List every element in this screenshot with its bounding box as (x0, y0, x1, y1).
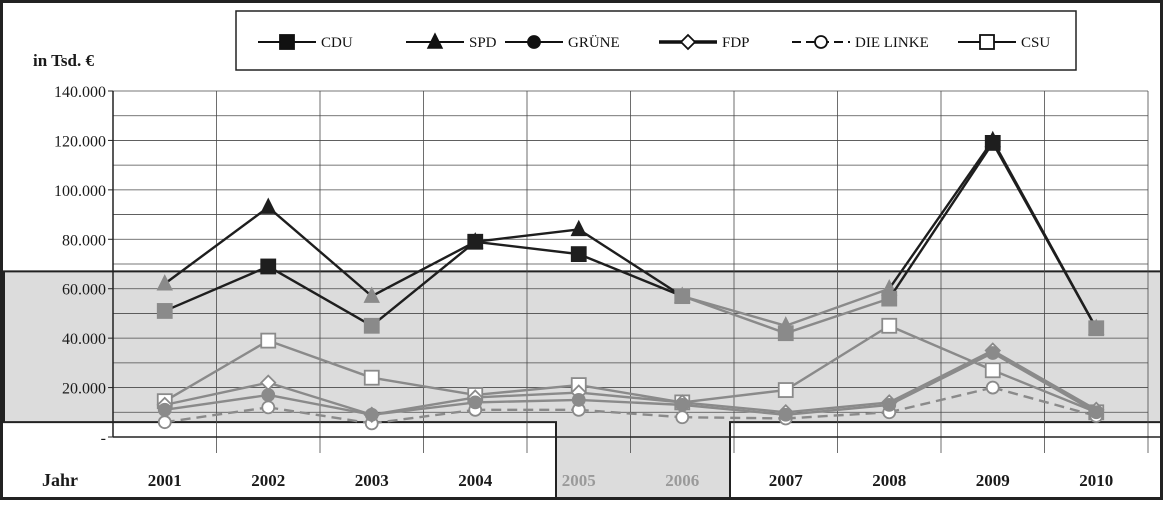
series-gr-ne-point (159, 404, 171, 416)
x-tick-label: 2002 (251, 471, 285, 490)
series-die-linke-point (159, 416, 171, 428)
legend-csu-marker (980, 35, 994, 49)
series-gr-ne-point (676, 399, 688, 411)
y-tick-label: 80.000 (62, 232, 106, 249)
legend: CDU SPD GRÜNE FDP DIE LINKE CSU (236, 11, 1076, 70)
x-tick-label: 2003 (355, 471, 389, 490)
series-gr-ne-point (573, 394, 585, 406)
legend-die-linke-label: DIE LINKE (855, 35, 929, 51)
x-tick-label: 2006 (665, 471, 699, 490)
y-axis-label: in Tsd. € (33, 51, 94, 70)
x-tick-label: 2009 (976, 471, 1010, 490)
legend-gr-ne-label: GRÜNE (568, 34, 620, 51)
y-tick-label: 20.000 (62, 381, 106, 398)
series-cdu-point (468, 235, 482, 249)
series-csu-point (882, 319, 896, 333)
series-die-linke-point (987, 382, 999, 394)
series-cdu-point (261, 259, 275, 273)
series-gr-ne-point (366, 409, 378, 421)
series-gr-ne-point (883, 399, 895, 411)
series-cdu-point (779, 326, 793, 340)
series-cdu-point (1089, 321, 1103, 335)
x-tick-label: 2001 (148, 471, 182, 490)
series-spd-point (261, 199, 275, 213)
series-cdu-point (158, 304, 172, 318)
series-cdu-point (675, 289, 689, 303)
series-gr-ne-point (1090, 406, 1102, 418)
y-tick-label: - (101, 430, 106, 447)
series-gr-ne-point (469, 396, 481, 408)
legend-fdp-label: FDP (722, 35, 750, 51)
y-tick-label: 60.000 (62, 282, 106, 299)
x-tick-label: 2005 (562, 471, 596, 490)
x-tick-label: 2004 (458, 471, 493, 490)
series-gr-ne-point (987, 347, 999, 359)
y-tick-label: 120.000 (54, 133, 106, 150)
legend-cdu-marker (280, 35, 294, 49)
series-csu-point (779, 383, 793, 397)
x-tick-label: 2008 (872, 471, 906, 490)
series-die-linke-point (676, 411, 688, 423)
series-cdu-point (572, 247, 586, 261)
x-tick-label: 2010 (1079, 471, 1113, 490)
series-die-linke-point (262, 401, 274, 413)
series-gr-ne-point (262, 389, 274, 401)
legend-csu-label: CSU (1021, 35, 1050, 51)
legend-cdu-label: CDU (321, 35, 353, 51)
series-csu-point (261, 334, 275, 348)
legend-gr-ne-marker (528, 36, 540, 48)
y-tick-label: 140.000 (54, 84, 106, 101)
y-tick-label: 40.000 (62, 331, 106, 348)
x-tick-label: 2007 (769, 471, 804, 490)
series-csu-point (986, 363, 1000, 377)
series-spd-point (572, 221, 586, 235)
legend-spd-label: SPD (469, 35, 497, 51)
series-csu-point (365, 371, 379, 385)
series-cdu-point (882, 292, 896, 306)
x-axis-label: Jahr (42, 470, 78, 490)
legend-die-linke-marker (815, 36, 827, 48)
legend-box (236, 11, 1076, 70)
series-cdu-point (365, 319, 379, 333)
y-tick-label: 100.000 (54, 183, 106, 200)
series-cdu-point (986, 136, 1000, 150)
series-gr-ne-point (780, 409, 792, 421)
